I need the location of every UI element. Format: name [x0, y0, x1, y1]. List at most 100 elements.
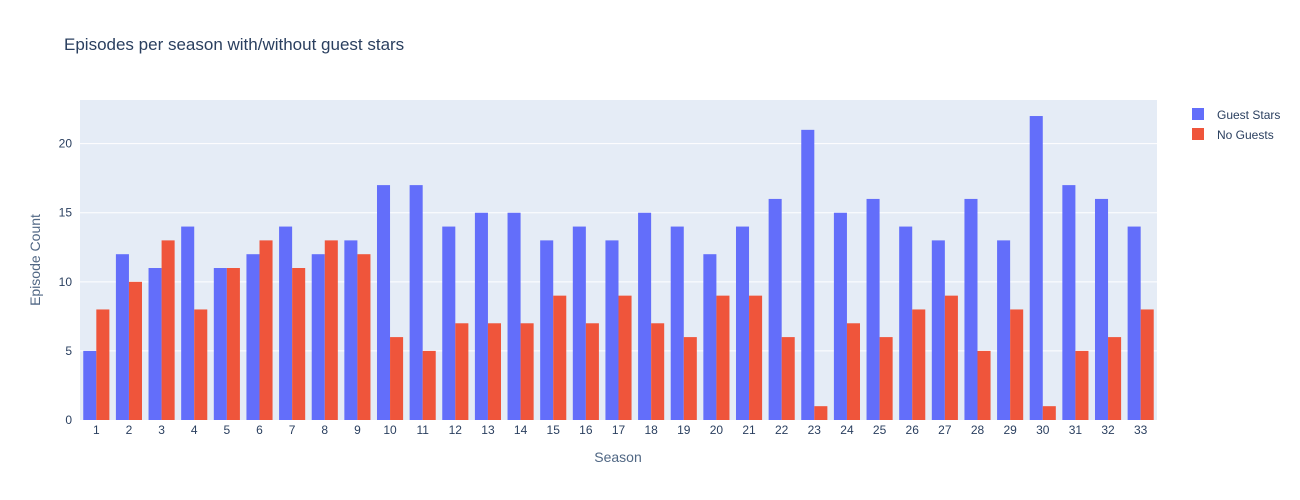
bar-no-guests-season-26[interactable] [912, 309, 926, 420]
bar-guest-stars-season-9[interactable] [344, 240, 358, 420]
bar-no-guests-season-3[interactable] [161, 240, 175, 420]
bar-guest-stars-season-17[interactable] [605, 240, 619, 420]
bar-guest-stars-season-16[interactable] [572, 226, 586, 420]
bar-no-guests-season-10[interactable] [390, 337, 404, 420]
chart-title: Episodes per season with/without guest s… [64, 35, 404, 54]
x-tick-label: 24 [840, 423, 854, 437]
bar-no-guests-season-29[interactable] [1010, 309, 1024, 420]
x-tick-label: 29 [1003, 423, 1017, 437]
bar-no-guests-season-19[interactable] [683, 337, 697, 420]
x-tick-label: 20 [710, 423, 724, 437]
bar-no-guests-season-25[interactable] [879, 337, 893, 420]
bar-no-guests-season-9[interactable] [357, 254, 371, 420]
bar-guest-stars-season-25[interactable] [866, 198, 880, 420]
bar-guest-stars-season-1[interactable] [83, 350, 97, 420]
bar-guest-stars-season-3[interactable] [148, 268, 162, 420]
bar-guest-stars-season-5[interactable] [213, 268, 227, 420]
bar-guest-stars-season-12[interactable] [442, 226, 456, 420]
bar-no-guests-season-33[interactable] [1140, 309, 1154, 420]
bar-no-guests-season-14[interactable] [520, 323, 534, 420]
bar-guest-stars-season-30[interactable] [1029, 116, 1043, 420]
bar-guest-stars-season-7[interactable] [279, 226, 293, 420]
x-tick-label: 28 [971, 423, 985, 437]
bar-guest-stars-season-11[interactable] [409, 185, 423, 420]
bar-no-guests-season-12[interactable] [455, 323, 469, 420]
x-tick-label: 12 [449, 423, 463, 437]
bar-guest-stars-season-26[interactable] [899, 226, 913, 420]
y-tick-label: 10 [59, 275, 73, 289]
x-tick-label: 6 [256, 423, 263, 437]
y-tick-label: 5 [65, 344, 72, 358]
bar-guest-stars-season-28[interactable] [964, 198, 978, 420]
bar-guest-stars-season-10[interactable] [376, 185, 391, 420]
legend-swatch-no-guests[interactable] [1192, 128, 1204, 140]
bar-no-guests-season-21[interactable] [749, 295, 763, 420]
y-tick-label: 15 [59, 206, 73, 220]
x-tick-label: 5 [224, 423, 231, 437]
bar-guest-stars-season-24[interactable] [833, 212, 847, 420]
bar-guest-stars-season-29[interactable] [997, 240, 1011, 420]
bar-no-guests-season-6[interactable] [259, 240, 273, 420]
bar-no-guests-season-5[interactable] [226, 268, 240, 420]
x-tick-label: 23 [808, 423, 822, 437]
bar-guest-stars-season-21[interactable] [735, 226, 750, 420]
bar-guest-stars-season-19[interactable] [670, 226, 684, 420]
x-tick-label: 11 [416, 423, 429, 437]
bar-guest-stars-season-4[interactable] [181, 226, 195, 420]
bar-no-guests-season-23[interactable] [814, 406, 828, 420]
bars [83, 116, 1154, 420]
bar-guest-stars-season-23[interactable] [801, 129, 815, 420]
bar-no-guests-season-17[interactable] [618, 295, 632, 420]
x-tick-label: 14 [514, 423, 528, 437]
bar-no-guests-season-4[interactable] [194, 309, 208, 420]
bar-no-guests-season-18[interactable] [651, 323, 665, 420]
legend-swatch-guest-stars[interactable] [1192, 108, 1204, 120]
y-tick-label: 20 [59, 137, 73, 151]
bar-no-guests-season-15[interactable] [553, 295, 567, 420]
bar-guest-stars-season-8[interactable] [311, 254, 325, 420]
x-tick-label: 18 [644, 423, 658, 437]
legend-label-guest-stars: Guest Stars [1217, 108, 1280, 122]
bar-guest-stars-season-22[interactable] [768, 198, 782, 420]
bar-no-guests-season-27[interactable] [944, 295, 958, 420]
x-tick-label: 10 [383, 423, 397, 437]
bar-no-guests-season-2[interactable] [128, 281, 142, 420]
bar-guest-stars-season-32[interactable] [1094, 198, 1109, 420]
bar-no-guests-season-11[interactable] [422, 350, 436, 420]
bar-guest-stars-season-2[interactable] [115, 254, 129, 420]
bar-guest-stars-season-6[interactable] [246, 254, 260, 420]
x-tick-label: 19 [677, 423, 691, 437]
bar-guest-stars-season-31[interactable] [1062, 185, 1076, 420]
bar-no-guests-season-31[interactable] [1075, 350, 1089, 420]
x-tick-label: 1 [93, 423, 100, 437]
bar-guest-stars-season-14[interactable] [507, 212, 521, 420]
bar-guest-stars-season-15[interactable] [540, 240, 554, 420]
x-tick-label: 26 [906, 423, 920, 437]
x-tick-label: 31 [1069, 423, 1083, 437]
bar-guest-stars-season-20[interactable] [703, 254, 717, 420]
bar-no-guests-season-20[interactable] [716, 295, 730, 420]
bar-no-guests-season-24[interactable] [846, 323, 860, 420]
x-tick-label: 21 [742, 423, 756, 437]
bar-no-guests-season-30[interactable] [1042, 406, 1056, 420]
legend: Guest Stars No Guests [1192, 108, 1280, 142]
bar-no-guests-season-1[interactable] [96, 309, 110, 420]
bar-guest-stars-season-18[interactable] [638, 212, 652, 420]
bar-no-guests-season-22[interactable] [781, 337, 795, 420]
x-tick-label: 16 [579, 423, 593, 437]
bar-no-guests-season-13[interactable] [487, 323, 501, 420]
y-tick-labels: 0 5 10 15 20 [59, 137, 73, 427]
bar-no-guests-season-7[interactable] [292, 268, 306, 420]
x-tick-label: 25 [873, 423, 887, 437]
bar-no-guests-season-28[interactable] [977, 350, 991, 420]
x-tick-labels: 1 2 3 4 5 6 7 8 9 10 11 12 13 14 15 16 17 18 19 20 21 22 23 24 2… [93, 423, 1148, 437]
bar-no-guests-season-16[interactable] [585, 323, 599, 420]
bar-guest-stars-season-33[interactable] [1127, 226, 1141, 420]
y-tick-label: 0 [65, 413, 72, 427]
legend-label-no-guests: No Guests [1217, 128, 1274, 142]
bar-guest-stars-season-13[interactable] [474, 212, 488, 420]
bar-no-guests-season-8[interactable] [324, 240, 338, 420]
bar-no-guests-season-32[interactable] [1108, 337, 1122, 420]
bar-guest-stars-season-27[interactable] [931, 240, 945, 420]
